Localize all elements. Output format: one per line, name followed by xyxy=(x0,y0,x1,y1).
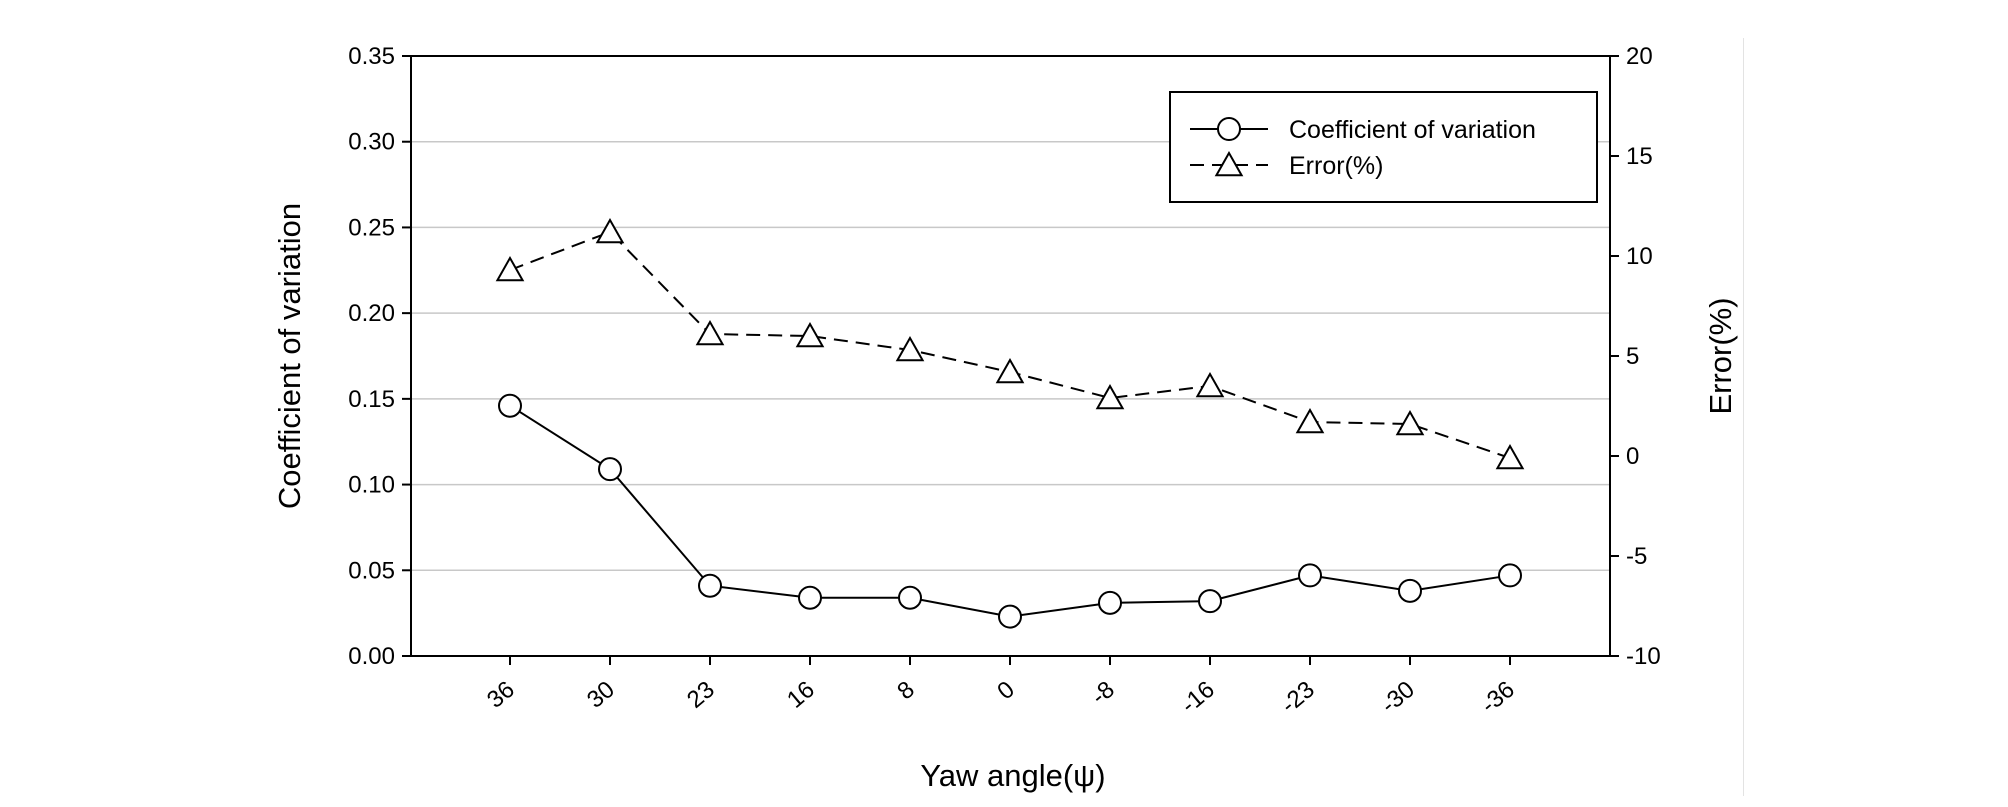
x-tick-label: -30 xyxy=(1376,676,1420,719)
error-point xyxy=(995,357,1025,384)
x-tick-label: 16 xyxy=(782,676,820,714)
y2-axis-title: Error(%) xyxy=(1703,297,1738,414)
x-tick-label: -16 xyxy=(1176,676,1220,719)
x-tick-label: -36 xyxy=(1476,676,1520,719)
series-error xyxy=(495,217,1525,470)
gridlines xyxy=(411,140,1610,572)
cv-point xyxy=(1398,578,1422,603)
error-point xyxy=(895,335,925,362)
legend-label: Coefficient of variation xyxy=(1289,116,1536,144)
y2-tick-label: 15 xyxy=(1626,143,1653,170)
y-tick-label: 0.00 xyxy=(348,643,395,670)
y2-tick-label: 5 xyxy=(1626,343,1639,370)
cv-point xyxy=(1198,589,1222,614)
cv-point xyxy=(798,585,822,610)
y-tick-label: 0.35 xyxy=(348,43,395,70)
cv-point xyxy=(498,393,522,418)
y-axis-title: Coefficient of variation xyxy=(272,203,307,509)
legend-circle-marker xyxy=(1217,117,1241,141)
y-tick-label: 0.05 xyxy=(348,557,395,584)
cv-point xyxy=(598,457,622,482)
x-tick-label: -8 xyxy=(1086,676,1120,710)
cv-point xyxy=(1498,563,1522,588)
error-point xyxy=(495,255,525,282)
y2-tick-label: -5 xyxy=(1626,543,1647,570)
x-tick-label: 36 xyxy=(482,676,520,714)
error-point xyxy=(1395,409,1425,436)
x-tick-label: 8 xyxy=(892,676,920,705)
legend-triangle-marker xyxy=(1214,150,1244,177)
legend-box xyxy=(1169,91,1598,203)
cv-point xyxy=(698,573,722,598)
cv-point xyxy=(1098,590,1122,615)
error-point xyxy=(795,321,825,348)
y-tick-label: 0.10 xyxy=(348,472,395,499)
error-point xyxy=(1195,371,1225,398)
cv-line xyxy=(509,404,1511,618)
cv-point xyxy=(1298,563,1322,588)
legend-label: Error(%) xyxy=(1289,152,1383,180)
error-line xyxy=(509,230,1511,459)
series-coefficient-of-variation xyxy=(498,393,1522,629)
y-tick-label: 0.15 xyxy=(348,386,395,413)
error-point xyxy=(1495,443,1525,470)
x-tick-label: 30 xyxy=(582,676,620,714)
cv-point xyxy=(898,585,922,610)
y2-tick-label: 20 xyxy=(1626,43,1653,70)
y-tick-label: 0.20 xyxy=(348,300,395,327)
error-point xyxy=(695,319,725,346)
x-tick-label: 23 xyxy=(682,676,720,714)
y2-tick-label: 10 xyxy=(1626,243,1653,270)
error-point xyxy=(1095,383,1125,410)
error-point xyxy=(595,217,625,244)
legend: Coefficient of variation Error(%) xyxy=(1169,91,1598,203)
x-tick-label: 0 xyxy=(992,676,1020,705)
series xyxy=(495,217,1525,629)
right-divider-line xyxy=(1743,38,1744,796)
cv-point xyxy=(998,604,1022,629)
y-tick-label: 0.30 xyxy=(348,129,395,156)
x-axis-title: Yaw angle(ψ) xyxy=(920,758,1105,793)
y2-tick-label: 0 xyxy=(1626,443,1639,470)
y2-tick-label: -10 xyxy=(1626,643,1661,670)
x-tick-label: -23 xyxy=(1276,676,1320,719)
y-tick-label: 0.25 xyxy=(348,214,395,241)
error-point xyxy=(1295,407,1325,434)
